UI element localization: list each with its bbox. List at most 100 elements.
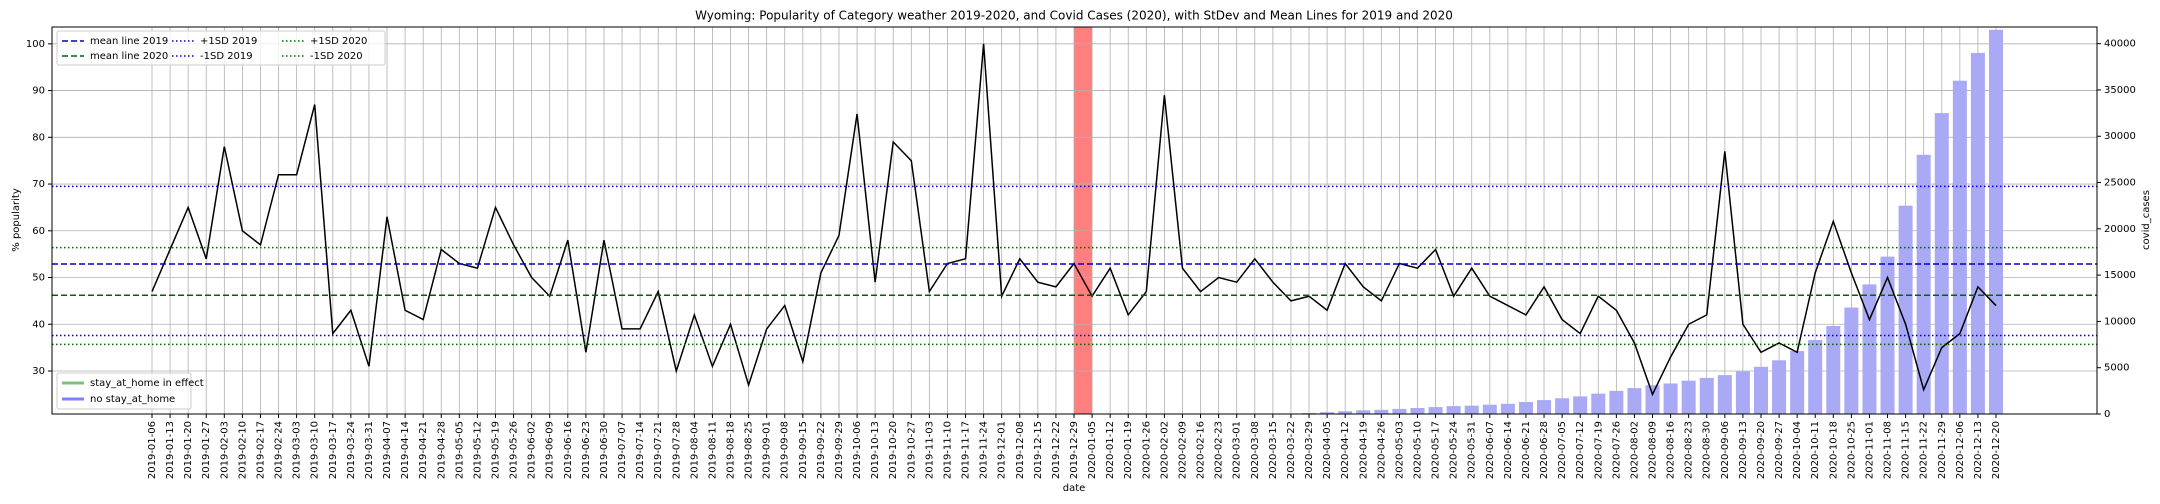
x-tick-label: 2019-03-17 xyxy=(328,421,339,479)
x-tick-label: 2020-04-12 xyxy=(1340,421,1351,479)
y2-tick-label: 25000 xyxy=(2104,178,2136,189)
x-tick-label: 2020-08-02 xyxy=(1629,421,1640,479)
covid-bar xyxy=(1356,410,1371,414)
y-tick-label: 70 xyxy=(32,179,45,190)
x-tick-label: 2020-10-11 xyxy=(1810,421,1821,479)
x-tick-label: 2020-11-08 xyxy=(1883,421,1894,479)
legend-label: mean line 2019 xyxy=(90,36,168,47)
covid-bar xyxy=(1645,385,1660,414)
x-tick-label: 2019-04-28 xyxy=(436,421,447,479)
y2-tick-label: 10000 xyxy=(2104,316,2136,327)
covid-bar xyxy=(1573,396,1588,414)
x-tick-label: 2020-12-06 xyxy=(1955,421,1966,479)
x-tick-label: 2019-01-20 xyxy=(183,421,194,479)
x-tick-label: 2019-01-13 xyxy=(165,421,176,479)
covid-bar xyxy=(1717,375,1732,414)
x-tick-label: 2020-09-13 xyxy=(1738,421,1749,479)
y-tick-label: 50 xyxy=(32,273,45,284)
y-axis-label: % popularity xyxy=(11,188,22,252)
y2-tick-label: 5000 xyxy=(2104,363,2129,374)
x-tick-label: 2020-07-12 xyxy=(1575,421,1586,479)
x-tick-label: 2019-11-24 xyxy=(979,421,990,479)
x-tick-label: 2020-06-07 xyxy=(1485,421,1496,479)
covid-bar xyxy=(1591,393,1606,414)
x-tick-label: 2020-04-19 xyxy=(1358,421,1369,479)
plot-frame xyxy=(51,26,2098,415)
x-tick-label: 2019-02-10 xyxy=(237,421,248,479)
x-tick-label: 2020-09-06 xyxy=(1720,421,1731,479)
x-tick-label: 2019-09-15 xyxy=(798,421,809,479)
x-tick-label: 2020-06-21 xyxy=(1521,421,1532,479)
x-tick-label: 2020-04-05 xyxy=(1322,421,1333,479)
x-tick-label: 2020-01-26 xyxy=(1141,421,1152,479)
legend-box xyxy=(56,372,192,410)
y-tick-label: 30 xyxy=(32,366,45,377)
covid-bar xyxy=(1952,80,1967,415)
x-tick-label: 2020-08-30 xyxy=(1702,421,1713,479)
y2-tick-label: 20000 xyxy=(2104,224,2136,235)
x-tick-label: 2020-02-09 xyxy=(1177,421,1188,479)
covid-bar xyxy=(1374,409,1389,414)
x-tick-label: 2020-08-16 xyxy=(1666,421,1677,479)
x-tick-label: 2020-07-26 xyxy=(1611,421,1622,479)
x-tick-label: 2020-01-05 xyxy=(1087,421,1098,479)
x-tick-label: 2019-09-22 xyxy=(816,421,827,479)
x-tick-label: 2019-06-30 xyxy=(599,421,610,479)
covid-bar xyxy=(1338,411,1353,414)
x-tick-label: 2019-06-16 xyxy=(563,421,574,479)
x-tick-label: 2019-08-25 xyxy=(744,421,755,479)
covid-bar xyxy=(1934,113,1949,414)
y-tick-label: 40 xyxy=(32,319,45,330)
x-tick-label: 2019-10-13 xyxy=(870,421,881,479)
x-tick-label: 2019-06-02 xyxy=(527,421,538,479)
covid-bar xyxy=(1500,403,1515,414)
x-tick-label: 2020-09-27 xyxy=(1774,421,1785,479)
x-tick-label: 2020-11-01 xyxy=(1864,421,1875,479)
covid-bar xyxy=(1898,205,1913,414)
covid-bar xyxy=(1989,29,2003,414)
x-tick-label: 2019-10-20 xyxy=(888,421,899,479)
x-tick-label: 2019-12-08 xyxy=(1015,421,1026,479)
x-tick-label: 2020-01-19 xyxy=(1123,421,1134,479)
x-tick-label: 2020-05-03 xyxy=(1394,421,1405,479)
x-tick-label: 2019-11-10 xyxy=(942,421,953,479)
x-tick-label: 2019-08-04 xyxy=(689,421,700,479)
covid-bar xyxy=(1753,366,1768,414)
covid-bar xyxy=(1555,398,1570,414)
x-tick-label: 2019-03-31 xyxy=(364,421,375,479)
x-tick-label: 2020-05-31 xyxy=(1467,421,1478,479)
covid-bar xyxy=(1518,401,1533,414)
covid-bar xyxy=(1772,360,1787,414)
covid-bar xyxy=(1482,404,1497,414)
x-tick-label: 2020-12-20 xyxy=(1991,421,2002,479)
x-tick-label: 2019-06-23 xyxy=(581,421,592,479)
x-tick-label: 2019-02-03 xyxy=(219,421,230,479)
x-tick-label: 2020-05-10 xyxy=(1412,421,1423,479)
x-tick-label: 2019-04-21 xyxy=(418,421,429,479)
x-tick-label: 2020-02-02 xyxy=(1159,421,1170,479)
x-tick-label: 2020-02-16 xyxy=(1196,421,1207,479)
x-tick-label: 2019-07-07 xyxy=(617,421,628,479)
x-tick-label: 2019-12-01 xyxy=(997,421,1008,479)
covid-bar xyxy=(1844,307,1859,414)
y2-tick-label: 0 xyxy=(2104,409,2110,420)
covid-bar xyxy=(1537,400,1552,414)
y2-tick-label: 15000 xyxy=(2104,270,2136,281)
covid-bar xyxy=(1826,326,1841,414)
x-tick-label: 2020-01-12 xyxy=(1105,421,1116,479)
x-tick-label: 2019-01-27 xyxy=(201,421,212,479)
x-tick-label: 2019-02-24 xyxy=(274,421,285,479)
covid-bar xyxy=(1790,351,1805,414)
covid-bar xyxy=(1320,412,1335,414)
x-tick-label: 2020-06-14 xyxy=(1503,421,1514,479)
legend-label: +1SD 2019 xyxy=(200,36,257,47)
x-tick-label: 2020-08-23 xyxy=(1684,421,1695,479)
x-tick-label: 2019-03-24 xyxy=(346,421,357,479)
legend-label: mean line 2020 xyxy=(90,51,168,62)
covid-bar xyxy=(1699,377,1714,414)
x-tick-label: 2020-10-25 xyxy=(1846,421,1857,479)
covid-bar xyxy=(1970,52,1985,414)
y-tick-label: 80 xyxy=(32,132,45,143)
x-tick-label: 2019-04-07 xyxy=(382,421,393,479)
